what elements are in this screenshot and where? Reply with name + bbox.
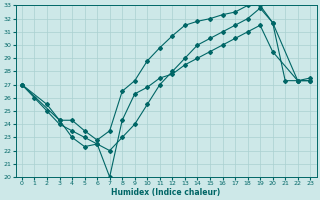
- X-axis label: Humidex (Indice chaleur): Humidex (Indice chaleur): [111, 188, 221, 197]
